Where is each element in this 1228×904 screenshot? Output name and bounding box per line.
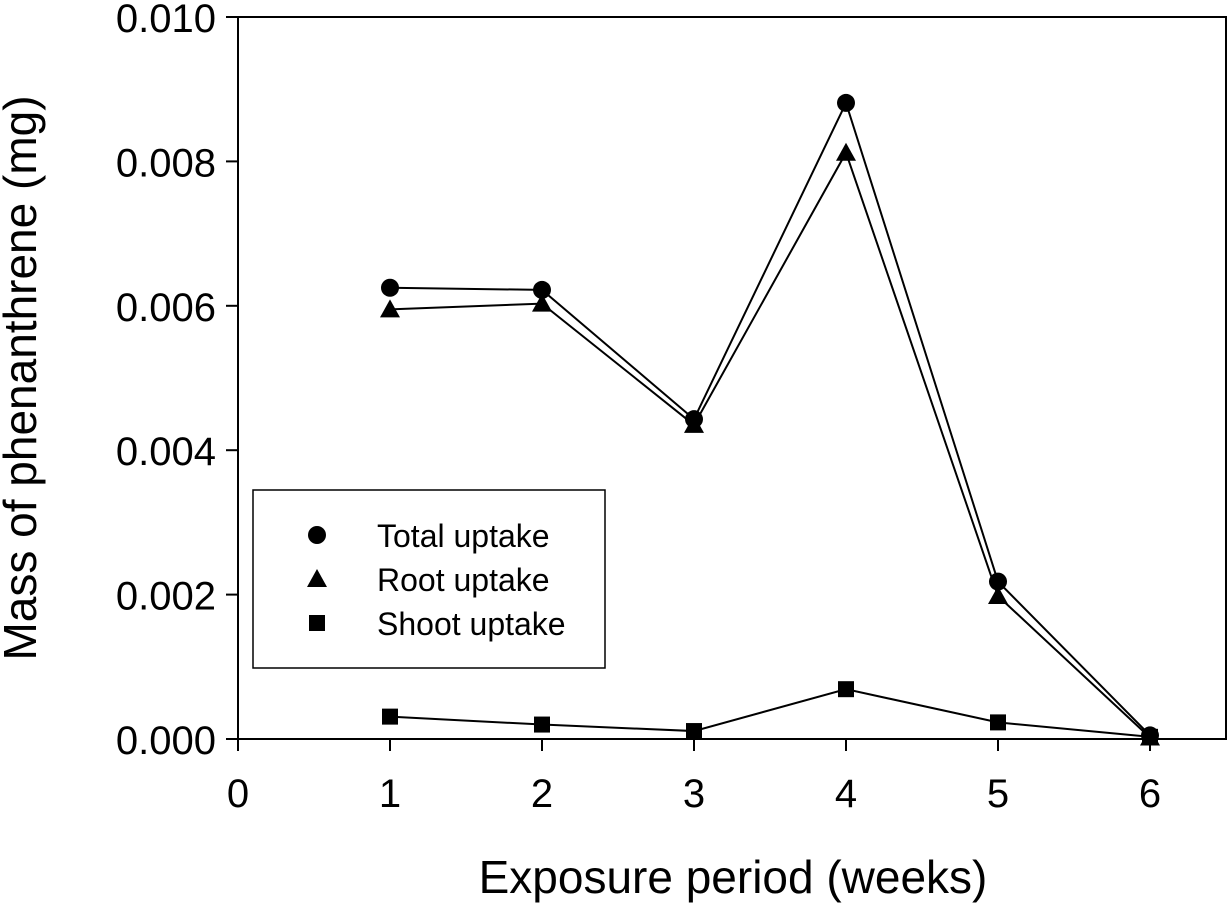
x-tick-label: 2 xyxy=(531,772,553,816)
legend: Total uptake Root uptake Shoot uptake xyxy=(252,489,606,669)
data-point-root-uptake xyxy=(836,142,856,161)
data-point-root-uptake xyxy=(988,586,1008,605)
series-shoot-uptake xyxy=(382,681,1158,745)
y-axis-label: Mass of phenanthrene (mg) xyxy=(0,95,46,660)
data-point-root-uptake xyxy=(532,293,552,312)
x-tick-label: 1 xyxy=(379,772,401,816)
legend-marker-total-uptake xyxy=(308,526,326,544)
data-point-shoot-uptake xyxy=(990,714,1006,731)
plot-frame xyxy=(237,16,1227,740)
data-point-shoot-uptake xyxy=(534,716,550,733)
data-point-shoot-uptake xyxy=(838,681,854,698)
legend-marker-root-uptake xyxy=(307,569,327,587)
data-point-root-uptake xyxy=(380,299,400,318)
legend-label-shoot-uptake: Shoot uptake xyxy=(377,606,566,642)
y-tick-label: 0.008 xyxy=(116,141,216,185)
data-point-total-uptake xyxy=(533,280,551,299)
data-point-total-uptake xyxy=(837,93,855,112)
series-line-shoot-uptake xyxy=(389,688,1151,738)
x-axis-label: Exposure period (weeks) xyxy=(479,851,988,903)
x-tick-label: 3 xyxy=(683,772,705,816)
x-tick-label: 5 xyxy=(987,772,1009,816)
y-tick-label: 0.004 xyxy=(116,430,216,474)
series-line-total-uptake xyxy=(389,100,1151,737)
data-point-shoot-uptake xyxy=(686,723,702,740)
y-tick-label: 0.000 xyxy=(116,719,216,763)
data-point-shoot-uptake xyxy=(1142,728,1158,745)
data-point-root-uptake xyxy=(684,414,704,433)
series-line-root-uptake xyxy=(389,150,1151,739)
legend-label-root-uptake: Root uptake xyxy=(377,562,550,598)
data-point-total-uptake xyxy=(381,278,399,297)
series-layer xyxy=(380,93,1160,746)
y-tick-label: 0.002 xyxy=(116,575,216,619)
data-point-shoot-uptake xyxy=(382,708,398,725)
x-tick-label: 4 xyxy=(835,772,857,816)
axes: 0.000 0.002 0.004 0.006 0.008 0.010 0 1 2 3 4 5 6 xyxy=(116,0,1227,816)
y-tick-label: 0.006 xyxy=(116,286,216,330)
x-tick-label: 0 xyxy=(227,772,249,816)
data-point-total-uptake xyxy=(989,572,1007,591)
x-tick-label: 6 xyxy=(1139,772,1161,816)
legend-label-total-uptake: Total uptake xyxy=(377,518,550,554)
legend-marker-shoot-uptake xyxy=(309,615,325,631)
y-tick-label: 0.010 xyxy=(116,0,216,41)
